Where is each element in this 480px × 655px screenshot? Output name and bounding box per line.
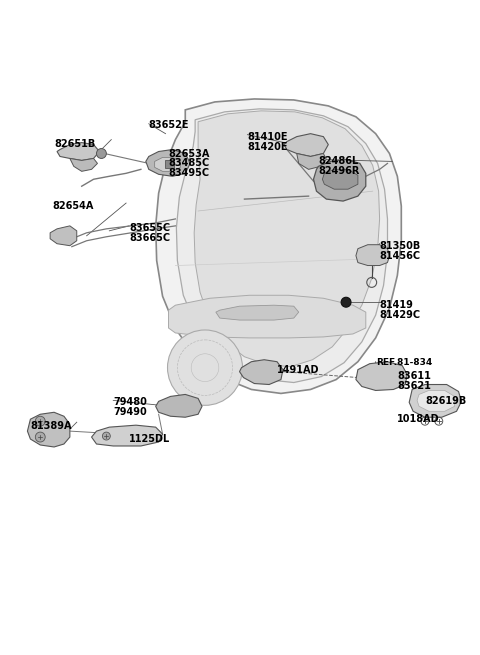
Polygon shape xyxy=(313,159,366,201)
Text: 1125DL: 1125DL xyxy=(129,434,170,444)
Text: 1491AD: 1491AD xyxy=(277,365,320,375)
Polygon shape xyxy=(57,143,99,160)
Circle shape xyxy=(96,149,107,159)
Text: 81429C: 81429C xyxy=(380,310,421,320)
Circle shape xyxy=(102,432,110,440)
Polygon shape xyxy=(156,394,202,417)
Polygon shape xyxy=(417,390,455,411)
Circle shape xyxy=(36,416,45,426)
Text: 81350B: 81350B xyxy=(380,241,421,251)
Polygon shape xyxy=(356,362,407,390)
Polygon shape xyxy=(168,295,366,338)
Text: 83485C: 83485C xyxy=(168,159,210,168)
Text: 83611: 83611 xyxy=(397,371,431,381)
Text: 79490: 79490 xyxy=(113,407,147,417)
Polygon shape xyxy=(323,170,358,189)
Text: 81420E: 81420E xyxy=(247,141,288,151)
Polygon shape xyxy=(409,384,461,417)
Text: 82654A: 82654A xyxy=(52,201,94,211)
Polygon shape xyxy=(50,226,77,246)
Text: 81456C: 81456C xyxy=(380,251,421,261)
Circle shape xyxy=(341,297,351,307)
Text: REF.81-834: REF.81-834 xyxy=(376,358,432,367)
Polygon shape xyxy=(70,159,97,172)
Polygon shape xyxy=(194,111,380,367)
Text: 81389A: 81389A xyxy=(30,421,72,431)
Text: 83652E: 83652E xyxy=(149,120,189,130)
Text: 83621: 83621 xyxy=(397,381,431,390)
Text: 83495C: 83495C xyxy=(168,168,210,178)
Text: 81419: 81419 xyxy=(380,300,413,310)
Text: 82486L: 82486L xyxy=(318,157,359,166)
Polygon shape xyxy=(216,305,299,320)
Polygon shape xyxy=(240,360,283,384)
Text: 82651B: 82651B xyxy=(54,139,96,149)
Text: 83665C: 83665C xyxy=(129,233,170,243)
Polygon shape xyxy=(284,134,328,157)
Polygon shape xyxy=(297,153,326,170)
Polygon shape xyxy=(27,412,70,447)
Text: 82653A: 82653A xyxy=(168,149,210,159)
Polygon shape xyxy=(156,99,401,394)
Text: 79480: 79480 xyxy=(113,398,147,407)
Text: 81410E: 81410E xyxy=(247,132,288,141)
Text: 1018AD: 1018AD xyxy=(397,414,440,424)
Circle shape xyxy=(36,432,45,442)
Polygon shape xyxy=(146,149,190,176)
Text: 83655C: 83655C xyxy=(129,223,170,233)
Polygon shape xyxy=(356,245,389,265)
Text: 82496R: 82496R xyxy=(318,166,360,176)
Polygon shape xyxy=(92,425,163,446)
Text: 82619B: 82619B xyxy=(425,396,466,406)
Bar xyxy=(165,160,174,168)
Circle shape xyxy=(168,330,242,405)
Polygon shape xyxy=(155,157,180,172)
Polygon shape xyxy=(176,109,387,383)
